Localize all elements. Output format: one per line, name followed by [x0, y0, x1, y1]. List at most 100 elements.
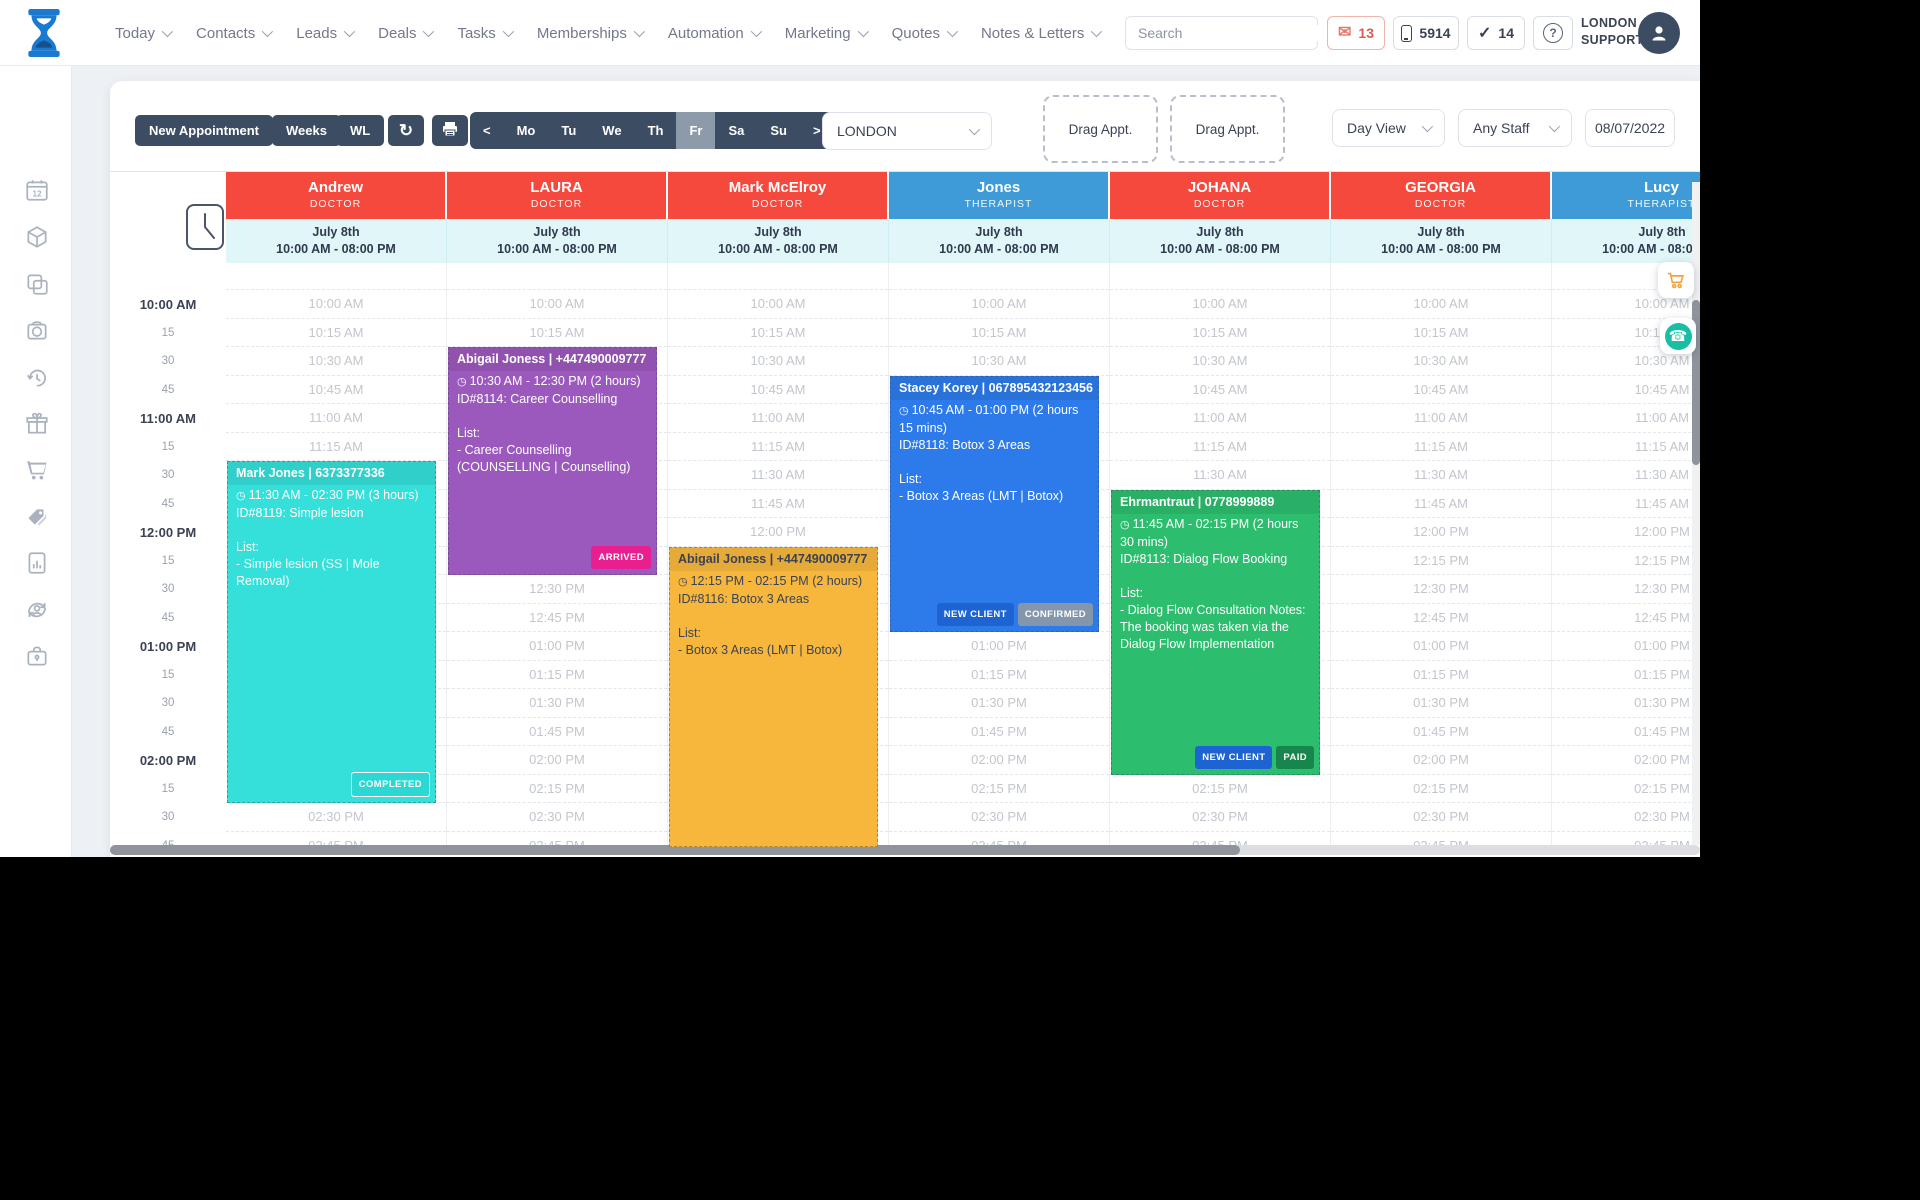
refresh-button[interactable]: ↻: [388, 115, 424, 146]
booking-calendar-icon[interactable]: [24, 317, 50, 343]
time-slot[interactable]: 12:00 PM: [668, 518, 888, 547]
appointment-block-8116[interactable]: Abigail Joness | +447490009777 ◷ 12:15 PM …: [669, 546, 878, 847]
time-slot[interactable]: 10:45 AM: [1331, 376, 1551, 404]
time-slot[interactable]: 02:00 PM: [1552, 746, 1700, 775]
view-select[interactable]: Day View: [1332, 109, 1445, 147]
appointment-block-8118[interactable]: Stacey Korey | 067895432123456 ◷ 10:45 AM …: [890, 375, 1099, 632]
time-slot[interactable]: 02:30 PM: [447, 803, 667, 832]
appointment-block-8119[interactable]: Mark Jones | 6373377336 ◷ 11:30 AM - 02:30…: [227, 461, 436, 803]
time-slot[interactable]: 01:30 PM: [889, 689, 1109, 718]
location-select[interactable]: LONDON: [822, 112, 992, 150]
time-slot[interactable]: 12:45 PM: [1331, 604, 1551, 632]
time-slot[interactable]: 10:45 AM: [668, 376, 888, 404]
time-slot[interactable]: 10:00 AM: [1552, 290, 1700, 319]
time-slot[interactable]: 01:30 PM: [1331, 689, 1551, 718]
drag-appointment-slot-2[interactable]: Drag Appt.: [1170, 95, 1285, 163]
time-slot[interactable]: 02:30 PM: [1110, 803, 1330, 832]
vertical-scrollbar-thumb[interactable]: [1692, 300, 1700, 465]
column-header-laura[interactable]: LAURA DOCTOR: [447, 172, 668, 219]
time-slot[interactable]: 10:15 AM: [1331, 319, 1551, 347]
weekday-cell-We[interactable]: We: [602, 123, 622, 138]
time-slot[interactable]: 11:30 AM: [668, 461, 888, 490]
nav-item-today[interactable]: Today: [115, 25, 174, 42]
time-slot[interactable]: 11:15 AM: [1552, 433, 1700, 461]
nav-item-leads[interactable]: Leads: [296, 25, 356, 42]
time-slot[interactable]: 11:45 AM: [1552, 490, 1700, 518]
time-slot[interactable]: 01:45 PM: [447, 718, 667, 746]
weekday-cell-Sa[interactable]: Sa: [728, 123, 745, 138]
time-slot[interactable]: 12:15 PM: [1552, 547, 1700, 575]
weekday-cell-prev[interactable]: <: [483, 123, 491, 138]
time-slot[interactable]: 11:30 AM: [1552, 461, 1700, 490]
waiting-list-button[interactable]: WL: [336, 115, 385, 146]
time-slot[interactable]: 01:15 PM: [447, 661, 667, 689]
package-cube-icon[interactable]: [24, 224, 50, 250]
time-slot[interactable]: 10:00 AM: [1110, 290, 1330, 319]
time-slot[interactable]: 11:45 AM: [668, 490, 888, 518]
appointment-block-8114[interactable]: Abigail Joness | +447490009777 ◷ 10:30 AM …: [448, 347, 657, 575]
time-slot[interactable]: 10:00 AM: [889, 290, 1109, 319]
time-slot[interactable]: 11:00 AM: [1552, 404, 1700, 433]
time-slot[interactable]: 11:15 AM: [1110, 433, 1330, 461]
time-slot[interactable]: 01:15 PM: [889, 661, 1109, 689]
time-slot[interactable]: 11:15 AM: [668, 433, 888, 461]
time-slot[interactable]: 11:30 AM: [1331, 461, 1551, 490]
nav-item-tasks[interactable]: Tasks: [457, 25, 514, 42]
weekday-cell-Fr[interactable]: Fr: [676, 112, 716, 149]
nav-item-automation[interactable]: Automation: [668, 25, 762, 42]
time-slot[interactable]: 11:15 AM: [226, 433, 446, 461]
weeks-button[interactable]: Weeks: [272, 115, 341, 146]
nav-item-notes-letters[interactable]: Notes & Letters: [981, 25, 1103, 42]
cart-floating-button[interactable]: [1658, 262, 1694, 298]
user-sync-icon[interactable]: [24, 597, 50, 623]
time-slot[interactable]: 10:30 AM: [1110, 347, 1330, 376]
time-slot[interactable]: 01:45 PM: [1331, 718, 1551, 746]
drag-appointment-slot-1[interactable]: Drag Appt.: [1043, 95, 1158, 163]
briefcase-lock-icon[interactable]: [24, 643, 50, 669]
time-slot[interactable]: 02:30 PM: [1552, 803, 1700, 832]
time-slot[interactable]: 01:45 PM: [889, 718, 1109, 746]
time-slot[interactable]: 10:15 AM: [226, 319, 446, 347]
time-slot[interactable]: 10:45 AM: [1552, 376, 1700, 404]
nav-item-deals[interactable]: Deals: [378, 25, 435, 42]
new-appointment-button[interactable]: New Appointment: [135, 115, 274, 146]
price-tags-icon[interactable]: [24, 504, 50, 530]
calendar-12-icon[interactable]: 12: [24, 177, 50, 203]
time-slot[interactable]: 10:00 AM: [668, 290, 888, 319]
time-slot[interactable]: 11:30 AM: [1110, 461, 1330, 490]
staff-select[interactable]: Any Staff: [1458, 109, 1572, 147]
time-slot[interactable]: 10:00 AM: [226, 290, 446, 319]
time-slot[interactable]: 11:00 AM: [668, 404, 888, 433]
nav-item-quotes[interactable]: Quotes: [892, 25, 959, 42]
time-slot[interactable]: 02:00 PM: [1331, 746, 1551, 775]
time-slot[interactable]: 10:45 AM: [1110, 376, 1330, 404]
time-slot[interactable]: 12:00 PM: [1331, 518, 1551, 547]
time-slot[interactable]: 01:00 PM: [447, 632, 667, 661]
phone-notifications-button[interactable]: 5914: [1393, 16, 1459, 50]
whatsapp-floating-button[interactable]: ☎: [1660, 318, 1696, 354]
horizontal-scrollbar-thumb[interactable]: [110, 845, 1240, 855]
time-slot[interactable]: 11:15 AM: [1331, 433, 1551, 461]
time-slot[interactable]: 01:15 PM: [1552, 661, 1700, 689]
nav-item-marketing[interactable]: Marketing: [785, 25, 869, 42]
time-slot[interactable]: 12:00 PM: [1552, 518, 1700, 547]
search-input[interactable]: [1126, 25, 1331, 41]
weekday-cell-Th[interactable]: Th: [647, 123, 664, 138]
time-slot[interactable]: 10:30 AM: [1552, 347, 1700, 376]
time-slot[interactable]: 01:30 PM: [447, 689, 667, 718]
history-clock-icon[interactable]: [24, 364, 50, 390]
time-slot[interactable]: 10:00 AM: [447, 290, 667, 319]
column-header-lucy[interactable]: Lucy THERAPIST: [1552, 172, 1700, 219]
help-button[interactable]: ?: [1533, 16, 1573, 50]
time-slot[interactable]: 02:30 PM: [226, 803, 446, 832]
column-header-andrew[interactable]: Andrew DOCTOR: [226, 172, 447, 219]
time-slot[interactable]: 10:45 AM: [226, 376, 446, 404]
gift-icon[interactable]: [24, 411, 50, 437]
time-slot[interactable]: 10:30 AM: [226, 347, 446, 376]
time-slot[interactable]: 12:30 PM: [447, 575, 667, 604]
time-slot[interactable]: 12:30 PM: [1331, 575, 1551, 604]
print-button[interactable]: [432, 115, 468, 146]
tasks-notifications-button[interactable]: ✓ 14: [1467, 16, 1525, 50]
time-slot[interactable]: 02:15 PM: [1110, 775, 1330, 803]
column-header-georgia[interactable]: GEORGIA DOCTOR: [1331, 172, 1552, 219]
